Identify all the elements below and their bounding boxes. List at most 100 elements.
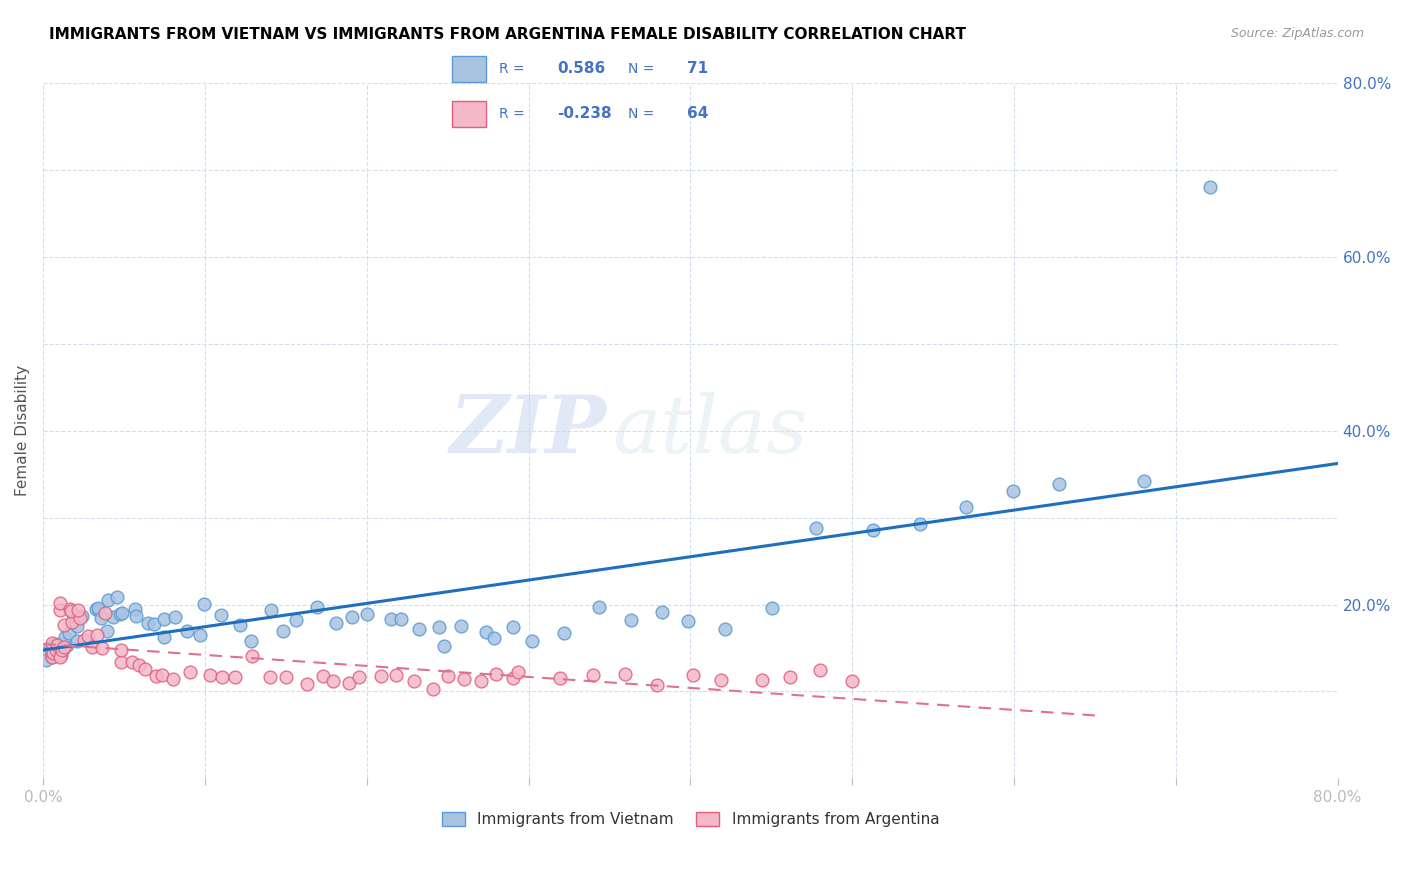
Point (508, 665, 530, 680)
Point (710, 673, 733, 687)
Point (110, 655, 132, 669)
Point (356, 607, 378, 621)
Point (152, 631, 174, 645)
Point (682, 668, 704, 682)
Point (224, 670, 246, 684)
Point (52, 642, 75, 657)
Point (51, 637, 73, 651)
Point (41, 635, 63, 649)
Point (408, 622, 430, 636)
Text: 71: 71 (688, 62, 709, 77)
Point (211, 670, 233, 684)
Point (62, 615, 84, 629)
Point (470, 673, 492, 688)
Point (259, 670, 281, 684)
Point (44, 641, 66, 656)
Point (73, 633, 96, 648)
Point (51, 643, 73, 657)
Point (453, 672, 475, 686)
Point (619, 613, 641, 627)
Point (295, 677, 318, 691)
Point (751, 673, 773, 688)
Point (66, 618, 89, 632)
Point (427, 620, 450, 634)
Point (337, 676, 360, 690)
Point (240, 648, 263, 663)
Point (111, 606, 134, 620)
Point (1198, 180, 1220, 194)
Point (502, 620, 524, 634)
Point (650, 605, 672, 619)
Point (87, 603, 110, 617)
Point (808, 663, 831, 677)
Point (322, 674, 344, 689)
Point (176, 624, 198, 638)
Point (198, 667, 221, 681)
Point (42, 640, 65, 655)
Point (101, 610, 124, 624)
Point (124, 609, 146, 624)
Text: 0.586: 0.586 (557, 62, 606, 77)
Point (86, 628, 108, 642)
Point (647, 678, 669, 692)
Point (613, 667, 636, 681)
Point (69, 611, 91, 625)
Point (520, 633, 543, 648)
Point (110, 642, 132, 657)
Point (44, 637, 66, 651)
Point (45, 643, 67, 657)
Point (59, 604, 82, 618)
Point (108, 607, 131, 622)
Point (450, 619, 472, 633)
Point (91, 640, 114, 655)
Point (485, 666, 508, 681)
Point (340, 609, 363, 624)
Point (105, 590, 128, 604)
Point (193, 597, 215, 611)
Point (422, 681, 444, 696)
Point (432, 639, 454, 653)
Point (62, 607, 84, 622)
Point (1047, 477, 1070, 491)
Point (58, 626, 80, 640)
Point (588, 600, 610, 615)
Text: N =: N = (628, 107, 655, 121)
Point (305, 600, 328, 615)
Point (1133, 475, 1156, 489)
Point (128, 658, 150, 673)
Y-axis label: Female Disability: Female Disability (15, 365, 30, 496)
Point (312, 669, 335, 683)
Point (82, 640, 104, 654)
Text: atlas: atlas (613, 392, 808, 469)
Point (90, 611, 112, 625)
Point (276, 670, 298, 684)
FancyBboxPatch shape (453, 101, 486, 127)
Text: IMMIGRANTS FROM VIETNAM VS IMMIGRANTS FROM ARGENTINA FEMALE DISABILITY CORRELATI: IMMIGRANTS FROM VIETNAM VS IMMIGRANTS FR… (49, 27, 966, 42)
Point (163, 610, 186, 624)
Point (52, 640, 75, 654)
Point (385, 668, 408, 682)
Text: R =: R = (499, 107, 524, 121)
Point (285, 613, 308, 627)
Point (41, 650, 63, 665)
Point (239, 633, 262, 648)
Point (134, 661, 156, 675)
Point (676, 615, 699, 629)
Point (49, 648, 72, 662)
Point (259, 603, 281, 617)
Point (66, 633, 89, 648)
Point (39, 644, 62, 658)
Point (97, 593, 120, 607)
Point (121, 655, 143, 669)
Point (804, 521, 827, 535)
Point (67, 603, 90, 617)
Point (41, 649, 63, 664)
Point (59, 602, 82, 616)
Point (347, 670, 370, 684)
Point (228, 617, 250, 632)
Point (53, 617, 76, 632)
Point (87, 601, 110, 615)
Point (779, 670, 801, 684)
Point (325, 615, 347, 630)
Point (142, 617, 165, 632)
